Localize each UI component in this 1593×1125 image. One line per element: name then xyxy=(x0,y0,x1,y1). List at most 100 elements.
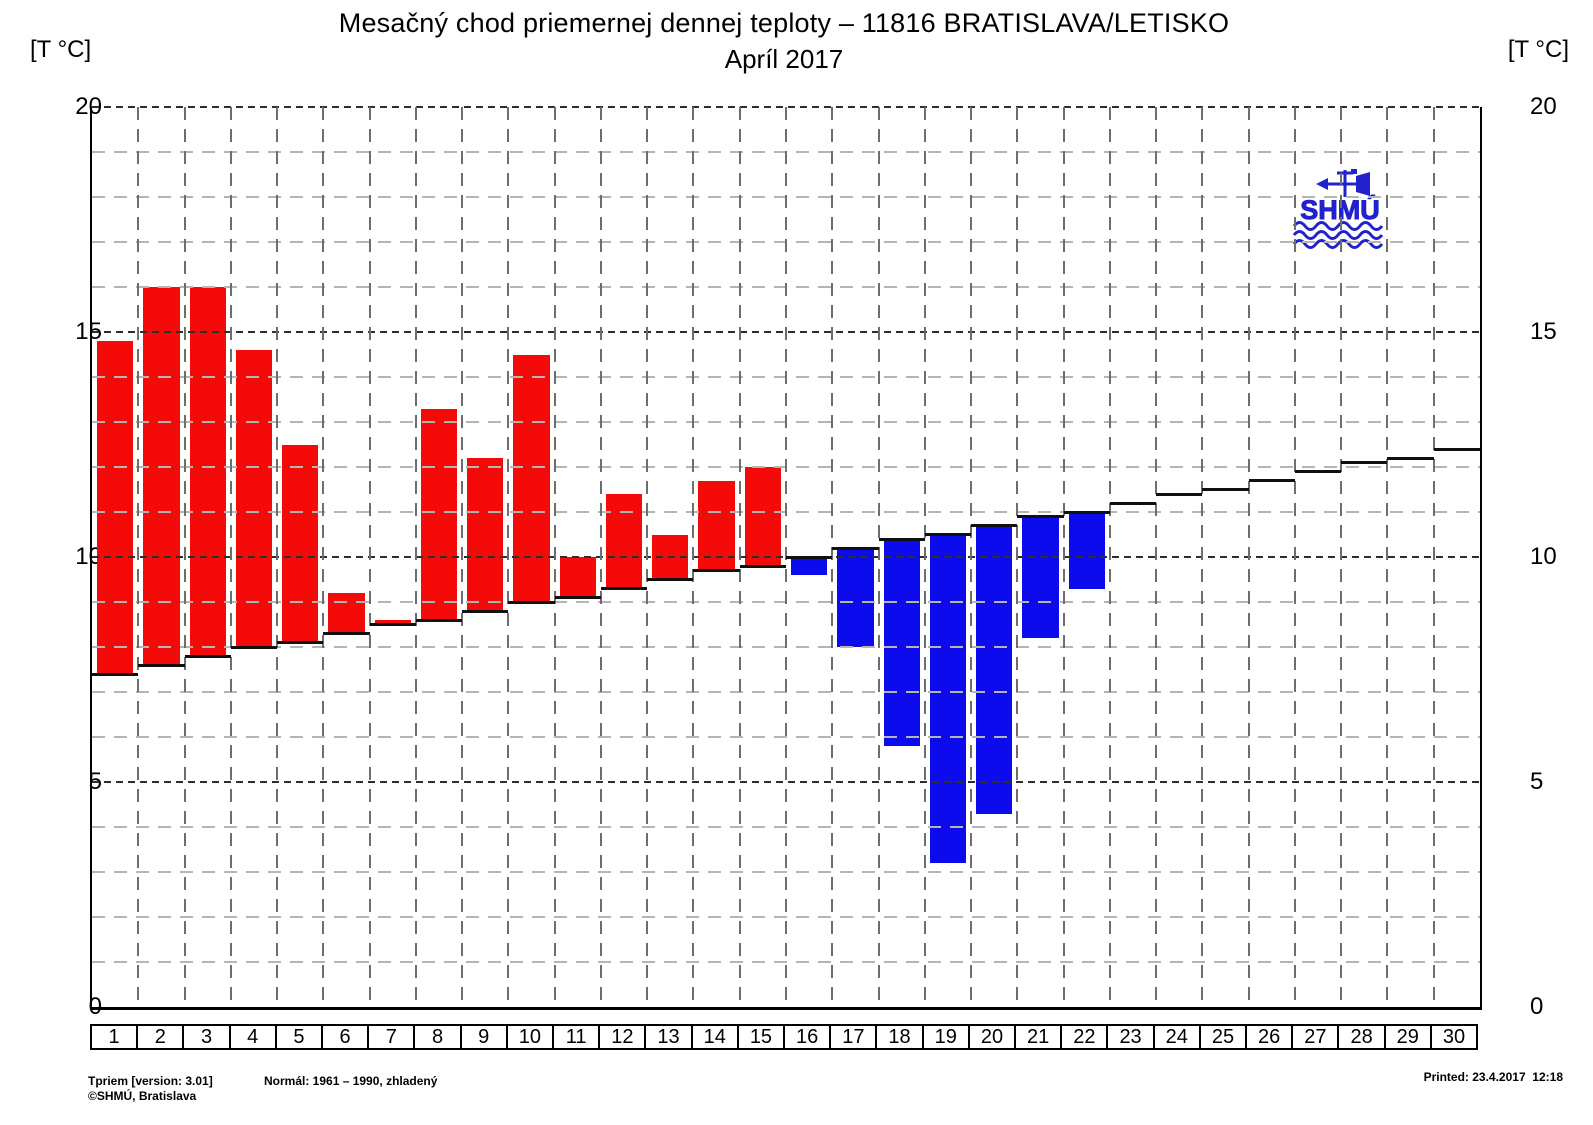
shmu-logo: SHMÚ xyxy=(1292,169,1384,249)
day-label-cell: 3 xyxy=(182,1026,228,1048)
gridline-day-boundary xyxy=(276,107,279,1007)
gridline-day-boundary xyxy=(1340,107,1343,1007)
gridline-day-boundary xyxy=(1016,107,1019,1007)
bar-above-normal-day-9 xyxy=(467,458,504,611)
day-label-cell: 26 xyxy=(1245,1026,1291,1048)
gridline-day-boundary xyxy=(229,107,232,1007)
y-tick-label-15: 15 xyxy=(1530,318,1557,345)
bar-above-normal-day-11 xyxy=(559,557,596,598)
day-label-cell: 21 xyxy=(1014,1026,1060,1048)
gridline-day-boundary xyxy=(183,107,186,1007)
gridline-day-boundary xyxy=(646,107,649,1007)
normal-line-day-29 xyxy=(1387,456,1434,460)
gridline-day-boundary xyxy=(738,107,741,1007)
gridline-day-boundary xyxy=(970,107,973,1007)
footer-copyright: ©SHMÚ, Bratislava xyxy=(88,1089,197,1103)
bar-above-normal-day-12 xyxy=(605,494,643,589)
normal-line-day-25 xyxy=(1202,488,1249,491)
bar-above-normal-day-4 xyxy=(235,350,273,647)
gridline-day-boundary xyxy=(923,107,926,1007)
day-label-cell: 2 xyxy=(136,1026,182,1048)
footer-program-version: Tpriem [version: 3.01] xyxy=(88,1074,213,1088)
day-label-cell: 16 xyxy=(783,1026,829,1048)
gridline-day-boundary xyxy=(414,107,417,1007)
y-tick-label-10: 10 xyxy=(1530,543,1557,570)
normal-line-day-30 xyxy=(1433,447,1480,451)
normal-line-day-21 xyxy=(1017,515,1064,518)
normal-line-day-5 xyxy=(277,641,324,644)
normal-line-day-15 xyxy=(739,564,786,568)
day-label-cell: 27 xyxy=(1291,1026,1337,1048)
gridline-day-boundary xyxy=(1293,107,1296,1007)
day-label-cell: 1 xyxy=(108,1026,120,1048)
y-tick-label-0: 0 xyxy=(1530,993,1544,1020)
bar-below-normal-day-22 xyxy=(1068,512,1105,589)
normal-line-day-11 xyxy=(554,596,601,599)
normal-line-day-7 xyxy=(369,623,416,626)
gridline-day-boundary xyxy=(1062,107,1065,1007)
day-label-cell: 9 xyxy=(459,1026,506,1048)
bar-below-normal-day-17 xyxy=(837,548,874,647)
y-tick-label-20: 20 xyxy=(1530,93,1557,120)
bar-above-normal-day-3 xyxy=(189,287,226,656)
normal-line-day-12 xyxy=(600,587,648,590)
gridline-day-boundary xyxy=(599,107,602,1007)
normal-line-day-10 xyxy=(508,600,555,604)
day-label-cell: 4 xyxy=(228,1026,275,1048)
x-axis-day-row: 1 2 3 4 5 6 7 8 9 10 11 12 13 14 15 16 17 18 19 20 21 22 23 24 2… xyxy=(90,1024,1478,1050)
day-label-cell: 12 xyxy=(598,1026,644,1048)
bar-above-normal-day-8 xyxy=(420,408,458,620)
chart-title: Mesačný chod priemernej dennej teploty –… xyxy=(338,8,1230,38)
normal-line-day-14 xyxy=(693,569,740,572)
y-tick-label-5: 5 xyxy=(1530,768,1544,795)
day-label-cell: 15 xyxy=(736,1026,783,1048)
normal-line-day-9 xyxy=(462,609,509,613)
gridline-day-boundary xyxy=(1155,107,1158,1007)
day-label-cell: 8 xyxy=(413,1026,459,1048)
normal-line-day-4 xyxy=(230,645,278,649)
footer-printed-timestamp: Printed: 23.4.2017 12:18 xyxy=(1423,1070,1563,1084)
day-label-cell: 7 xyxy=(367,1026,413,1048)
bar-below-normal-day-19 xyxy=(929,534,967,863)
bar-above-normal-day-10 xyxy=(513,354,550,602)
gridline-day-boundary xyxy=(1386,107,1389,1007)
chart-subtitle: Apríl 2017 xyxy=(724,44,844,74)
gridline-day-boundary xyxy=(1247,107,1250,1007)
footer-normal-note: Normál: 1961 – 1990, zhladený xyxy=(264,1074,438,1088)
normal-line-day-26 xyxy=(1248,479,1295,482)
day-label-cell: 29 xyxy=(1383,1026,1430,1048)
gridline-day-boundary xyxy=(692,107,695,1007)
y-axis-unit-left: [T °C] xyxy=(30,36,92,63)
weather-vane-icon xyxy=(1316,169,1370,197)
gridline-day-boundary xyxy=(1432,107,1435,1007)
bar-above-normal-day-1 xyxy=(97,341,134,674)
gridline-day-boundary xyxy=(507,107,510,1007)
day-label-cell: 5 xyxy=(274,1026,321,1048)
day-label-cell: 6 xyxy=(321,1026,367,1048)
bar-above-normal-day-14 xyxy=(698,480,735,571)
shmu-logo-text: SHMÚ xyxy=(1300,194,1380,225)
day-label-cell: 30 xyxy=(1429,1026,1476,1048)
logo-waves-icon xyxy=(1292,221,1384,249)
day-label-cell: 24 xyxy=(1152,1026,1199,1048)
day-label-cell: 18 xyxy=(875,1026,921,1048)
normal-line-day-6 xyxy=(323,632,370,635)
gridline-day-boundary xyxy=(1108,107,1111,1007)
y-axis-unit-right: [T °C] xyxy=(1507,36,1569,63)
day-label-cell: 19 xyxy=(921,1026,968,1048)
normal-line-day-28 xyxy=(1341,461,1388,464)
normal-line-day-2 xyxy=(138,663,185,667)
gridline-day-boundary xyxy=(877,107,880,1007)
normal-line-day-23 xyxy=(1109,501,1157,505)
gridline-day-boundary xyxy=(137,107,140,1007)
gridline-day-boundary xyxy=(1201,107,1204,1007)
normal-line-day-16 xyxy=(786,555,833,559)
normal-line-day-1 xyxy=(92,672,139,676)
day-label-cell: 28 xyxy=(1337,1026,1383,1048)
day-label-cell: 25 xyxy=(1198,1026,1245,1048)
normal-line-day-27 xyxy=(1294,470,1342,473)
normal-line-day-3 xyxy=(184,654,231,658)
bar-above-normal-day-6 xyxy=(328,593,365,634)
day-label-cell: 17 xyxy=(829,1026,875,1048)
